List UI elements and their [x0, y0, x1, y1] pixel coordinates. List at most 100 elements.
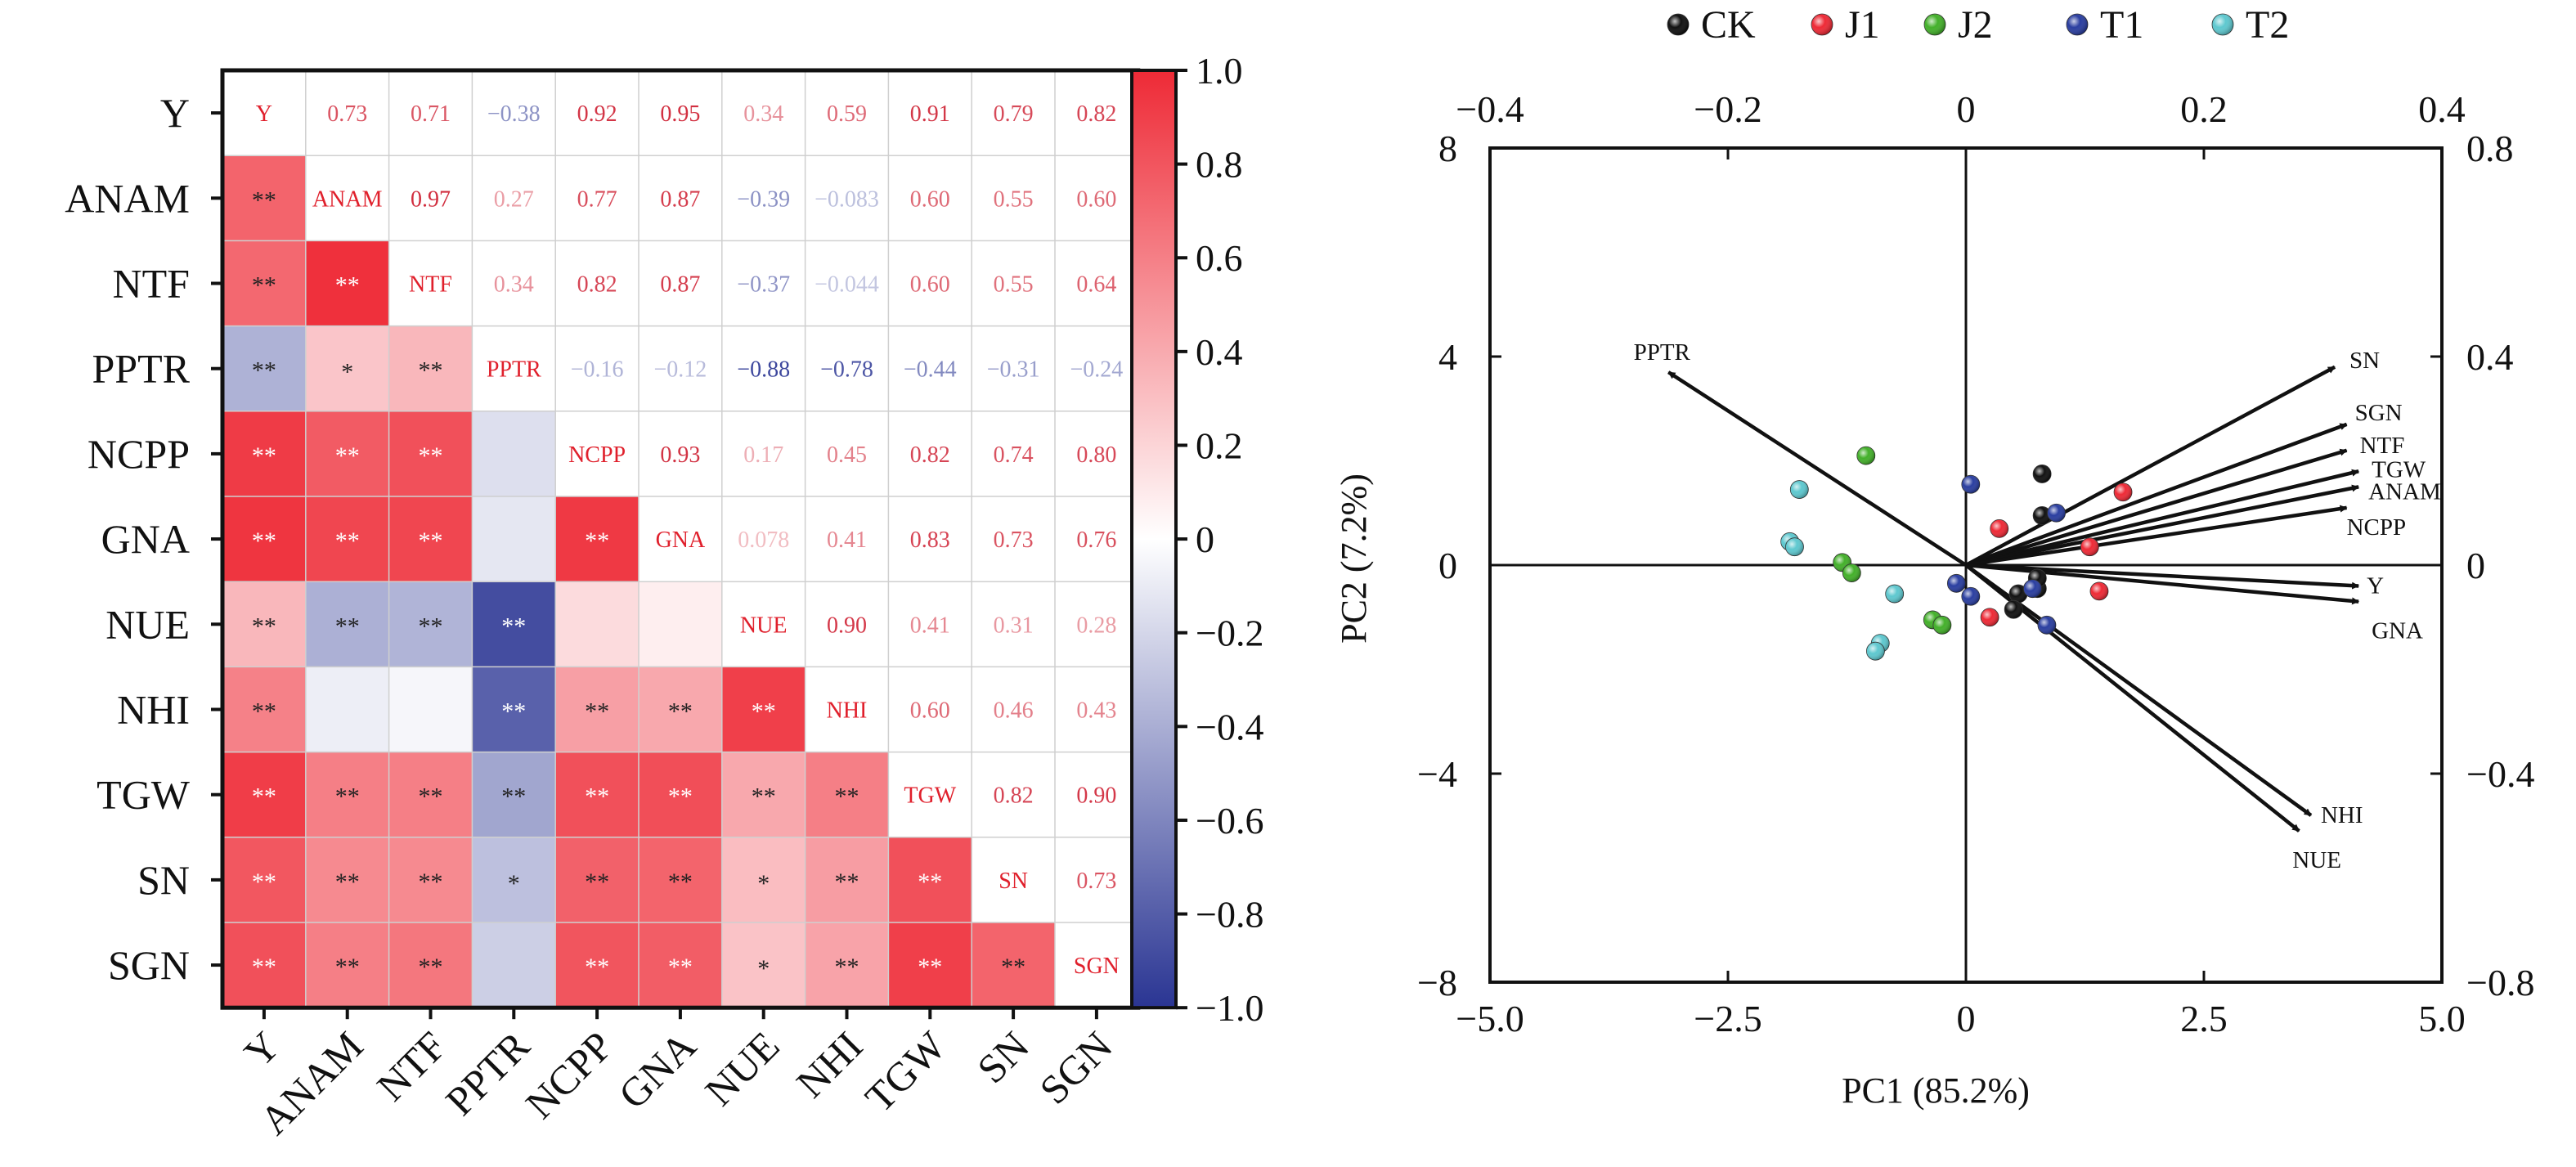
correlation-value: 0.73: [1076, 869, 1116, 894]
heatmap-cell: [639, 581, 722, 667]
heatmap-cell: [222, 922, 306, 1008]
heatmap-cell: [888, 667, 972, 752]
row-label: SGN: [108, 942, 190, 988]
heatmap-cell: [222, 752, 306, 837]
column-label: NHI: [788, 1022, 871, 1106]
column-label: SGN: [1030, 1022, 1120, 1112]
significance-mark: **: [252, 613, 276, 640]
column-label: SN: [968, 1022, 1038, 1092]
legend: CK J1 J2 T1 T2: [1667, 3, 2289, 47]
correlation-value: 0.87: [660, 186, 700, 212]
colorbar-tick-label: −0.4: [1196, 706, 1263, 747]
y2-tick-label: 0.8: [2466, 128, 2514, 169]
heatmap-cell: [1055, 837, 1138, 922]
correlation-value: 0.28: [1076, 613, 1116, 638]
heatmap-cell: [305, 667, 389, 752]
significance-mark: **: [335, 527, 360, 554]
heatmap-cell: [1055, 581, 1138, 667]
significance-mark: **: [419, 613, 443, 640]
heatmap-cell: [805, 922, 889, 1008]
row-label: NUE: [105, 601, 190, 647]
point-shading: [2009, 585, 2028, 604]
heatmap-cell: [721, 240, 806, 326]
diagonal-label: ANAM: [312, 186, 383, 212]
legend-marker-shading: [1811, 14, 1833, 35]
row-label: NTF: [113, 261, 190, 307]
significance-mark: *: [757, 870, 770, 897]
significance-mark: **: [835, 869, 859, 895]
heatmap-cell: [305, 837, 389, 922]
heatmap-cell: [888, 752, 972, 837]
heatmap-cell: [805, 837, 889, 922]
heatmap-cell: [305, 70, 389, 156]
legend-label: J2: [1958, 3, 1993, 47]
loading-arrow-y: [1965, 563, 2360, 590]
column-label: Y: [236, 1022, 289, 1075]
diagonal-label: NTF: [409, 272, 452, 298]
column-label: NCPP: [517, 1022, 622, 1127]
significance-mark: **: [252, 869, 276, 895]
heatmap-cell: [888, 922, 972, 1008]
heatmap-cell: [972, 581, 1055, 667]
heatmap-cell: [639, 667, 722, 752]
legend-label: J1: [1845, 3, 1880, 47]
correlation-value: 0.82: [910, 442, 950, 468]
significance-mark: **: [668, 869, 693, 895]
correlation-value: 0.71: [411, 101, 451, 127]
correlation-value: 0.91: [910, 101, 950, 127]
diagonal-label: PPTR: [487, 357, 541, 383]
colorbar-tick-label: −1.0: [1196, 987, 1263, 1029]
x-axis-title: PC1 (85.2%): [1842, 1070, 2030, 1111]
pca-biplot: CK J1 J2 T1 T2 −5.0 −2.5 0 2.5 5.0 −0.4 −0.2 0 0.2 0.…: [1334, 3, 2534, 1111]
significance-mark: **: [585, 869, 609, 895]
diagonal-label: Y: [256, 101, 272, 127]
heatmap-cell: [555, 325, 639, 411]
heatmap-cell: [721, 325, 806, 411]
significance-mark: **: [585, 954, 609, 981]
heatmap-cell: [555, 496, 639, 582]
heatmap-cell: [555, 837, 639, 922]
heatmap-cell: [888, 240, 972, 326]
heatmap-cell: [972, 837, 1055, 922]
heatmap-cell: [639, 752, 722, 837]
correlation-value: −0.16: [571, 357, 624, 383]
significance-mark: *: [508, 870, 520, 897]
heatmap-cell: [555, 667, 639, 752]
loading-label: PPTR: [1634, 339, 1691, 366]
correlation-heatmap: Y 0.73 0.71 −0.38 0.92 0.95 0.34 0.59 0.91 0.79 0.…: [65, 68, 1141, 1143]
row-label: GNA: [101, 516, 190, 562]
loading-label: ANAM: [2368, 478, 2441, 505]
significance-mark: **: [419, 527, 443, 554]
significance-mark: **: [419, 783, 443, 810]
heatmap-cell: [805, 496, 889, 582]
correlation-value: 0.76: [1076, 527, 1116, 553]
row-label: PPTR: [92, 346, 190, 392]
heatmap-cell: [222, 837, 306, 922]
heatmap-cells: [222, 70, 1138, 1008]
point-shading: [1785, 537, 1804, 556]
x-tick-label: −5.0: [1456, 998, 1524, 1039]
heatmap-cell: [388, 240, 473, 326]
significance-mark: **: [1001, 954, 1025, 981]
significance-mark: *: [757, 955, 770, 982]
significance-mark: **: [419, 442, 443, 469]
significance-mark: **: [918, 954, 942, 981]
diagonal-label: SGN: [1074, 954, 1120, 979]
heatmap-cell: [472, 70, 556, 156]
correlation-value: 0.43: [1076, 698, 1116, 724]
heatmap-cell: [388, 496, 473, 582]
diagonal-label: TGW: [904, 783, 956, 809]
heatmap-cell: [555, 752, 639, 837]
heatmap-cell: [222, 240, 306, 326]
heatmap-cell: [805, 411, 889, 496]
legend-label: CK: [1701, 3, 1756, 47]
colorbar-gradient: [1130, 69, 1178, 1010]
correlation-value: 0.41: [827, 527, 867, 553]
correlation-value: 0.55: [994, 186, 1034, 212]
y-tick-label: 4: [1438, 336, 1457, 378]
colorbar-ticks: 1.0 0.8 0.6 0.4 0.2 0 −0.2 −0.4 −0.6 −0.8 −1.0: [1176, 50, 1263, 1029]
colorbar-tick-label: 0.6: [1196, 237, 1243, 279]
point-shading: [1961, 475, 1980, 494]
